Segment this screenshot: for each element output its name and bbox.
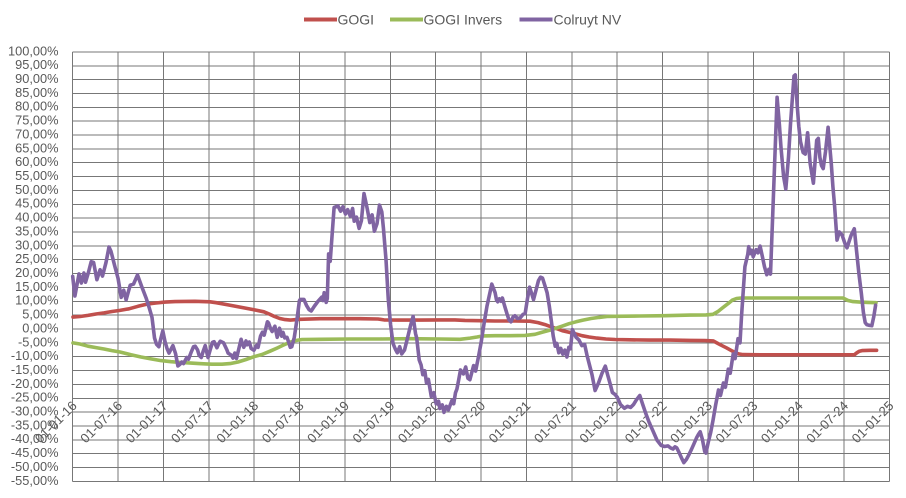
svg-text:100,00%: 100,00% [8, 43, 59, 58]
svg-text:-30,00%: -30,00% [11, 404, 59, 419]
svg-text:5,00%: 5,00% [22, 307, 58, 322]
svg-text:10,00%: 10,00% [15, 293, 58, 308]
svg-text:40,00%: 40,00% [15, 210, 58, 225]
svg-text:0,00%: 0,00% [22, 320, 58, 335]
svg-text:GOGI: GOGI [338, 12, 375, 28]
svg-text:15,00%: 15,00% [15, 279, 58, 294]
svg-text:-10,00%: -10,00% [11, 348, 59, 363]
svg-text:85,00%: 85,00% [15, 85, 58, 100]
svg-text:-20,00%: -20,00% [11, 376, 59, 391]
svg-text:25,00%: 25,00% [15, 251, 58, 266]
svg-text:-25,00%: -25,00% [11, 390, 59, 405]
svg-text:-15,00%: -15,00% [11, 362, 59, 377]
svg-text:75,00%: 75,00% [15, 113, 58, 128]
svg-text:-5,00%: -5,00% [18, 334, 59, 349]
svg-text:-55,00%: -55,00% [11, 473, 59, 488]
svg-text:65,00%: 65,00% [15, 140, 58, 155]
svg-text:Colruyt NV: Colruyt NV [554, 12, 622, 28]
svg-text:-35,00%: -35,00% [11, 417, 59, 432]
svg-text:90,00%: 90,00% [15, 71, 58, 86]
svg-text:-40,00%: -40,00% [11, 431, 59, 446]
svg-text:-50,00%: -50,00% [11, 459, 59, 474]
svg-text:45,00%: 45,00% [15, 196, 58, 211]
svg-text:70,00%: 70,00% [15, 126, 58, 141]
svg-text:55,00%: 55,00% [15, 168, 58, 183]
svg-text:GOGI Invers: GOGI Invers [424, 12, 503, 28]
svg-text:-45,00%: -45,00% [11, 445, 59, 460]
svg-text:20,00%: 20,00% [15, 265, 58, 280]
svg-text:60,00%: 60,00% [15, 154, 58, 169]
svg-text:95,00%: 95,00% [15, 57, 58, 72]
svg-text:80,00%: 80,00% [15, 99, 58, 114]
svg-text:50,00%: 50,00% [15, 182, 58, 197]
svg-text:30,00%: 30,00% [15, 237, 58, 252]
svg-text:35,00%: 35,00% [15, 223, 58, 238]
